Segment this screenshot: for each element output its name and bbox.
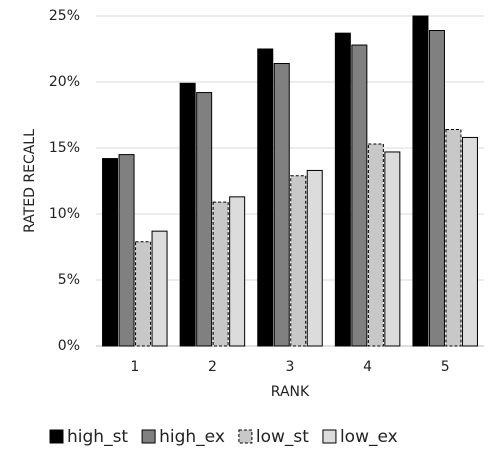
bar <box>196 92 213 347</box>
bar <box>229 196 246 347</box>
bar <box>118 154 135 347</box>
bar <box>412 15 429 347</box>
legend-swatch <box>322 429 337 444</box>
y-tick-label: 20% <box>49 74 80 90</box>
x-tick-label: 3 <box>286 359 295 375</box>
x-axis-label: RANK <box>271 384 310 400</box>
bar <box>461 136 478 347</box>
x-tick-label: 2 <box>208 359 217 375</box>
bar <box>367 143 384 347</box>
legend-swatch <box>49 429 64 444</box>
y-tick-label: 10% <box>49 206 80 222</box>
legend-label: low_st <box>256 427 309 447</box>
bar <box>445 129 462 347</box>
legend-label: low_ex <box>340 427 398 447</box>
bar <box>306 169 323 347</box>
legend-swatch <box>141 429 156 444</box>
bar <box>273 63 290 347</box>
legend-label: high_ex <box>159 427 225 447</box>
bar <box>257 48 274 347</box>
legend-swatch <box>238 429 253 444</box>
bar <box>102 158 119 347</box>
x-tick-label: 1 <box>130 359 139 375</box>
bar <box>212 201 229 347</box>
y-axis-label: RATED RECALL <box>22 129 38 233</box>
y-tick-label: 5% <box>58 272 80 288</box>
bar <box>151 230 168 347</box>
bar <box>290 175 307 347</box>
x-tick-label: 5 <box>441 359 450 375</box>
bar <box>334 32 351 347</box>
y-tick-label: 25% <box>49 8 80 24</box>
bar <box>135 241 152 347</box>
legend: high_st high_ex low_st low_ex <box>49 427 398 447</box>
bar <box>428 30 445 347</box>
bar <box>384 151 401 347</box>
bar <box>351 44 368 347</box>
bar <box>179 82 196 347</box>
y-tick-label: 0% <box>58 338 80 354</box>
legend-label: high_st <box>67 427 128 447</box>
x-tick-label: 4 <box>363 359 372 375</box>
y-tick-label: 15% <box>49 140 80 156</box>
